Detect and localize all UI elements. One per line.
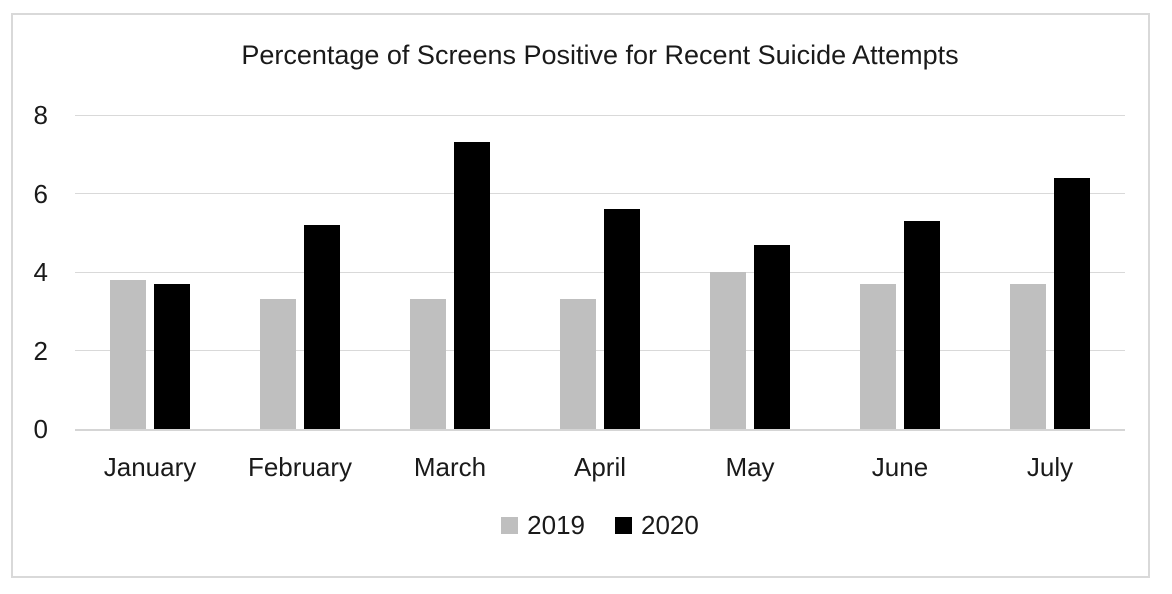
bar-2019-may xyxy=(710,272,746,429)
y-tick-label-8: 8 xyxy=(33,100,48,130)
x-tick-label-june: June xyxy=(871,452,929,482)
gridline-y-6 xyxy=(75,193,1125,194)
y-tick-label-4: 4 xyxy=(33,257,48,287)
legend-swatch-2020 xyxy=(615,516,632,534)
x-tick-label-january: January xyxy=(103,452,197,482)
bar-2020-march xyxy=(454,142,490,429)
bar-2019-march xyxy=(410,299,446,429)
chart-title: Percentage of Screens Positive for Recen… xyxy=(241,40,959,70)
bar-2020-july xyxy=(1054,177,1090,429)
x-tick-label-march: March xyxy=(413,452,487,482)
bar-2020-june xyxy=(904,220,940,429)
y-tick-label-0: 0 xyxy=(33,414,48,444)
legend-label-2020: 2020 xyxy=(641,510,699,540)
x-tick-label-february: February xyxy=(247,452,353,482)
bar-2019-july xyxy=(1010,283,1046,429)
bar-2019-january xyxy=(110,279,146,429)
bar-2020-february xyxy=(304,224,340,429)
gridline-y-8 xyxy=(75,114,1125,116)
bar-2019-june xyxy=(860,283,896,429)
bar-2020-january xyxy=(154,283,190,429)
legend-item-2020: 2020 xyxy=(615,512,699,538)
legend-item-2019: 2019 xyxy=(501,512,585,538)
bar-2020-april xyxy=(604,209,640,429)
y-tick-label-6: 6 xyxy=(33,178,48,209)
x-tick-label-july: July xyxy=(1026,452,1074,482)
gridline-y-4 xyxy=(75,271,1125,273)
bar-2019-february xyxy=(260,299,296,429)
legend-label-2019: 2019 xyxy=(527,510,585,540)
gridline-y-2 xyxy=(75,350,1125,351)
legend-swatch-2019 xyxy=(501,516,519,534)
bar-2019-april xyxy=(560,299,596,429)
chart-frame-border xyxy=(11,13,1150,578)
y-tick-label-2: 2 xyxy=(33,335,48,366)
x-tick-label-may: May xyxy=(725,452,775,482)
bar-2020-may xyxy=(754,244,790,429)
x-axis-line xyxy=(75,429,1125,431)
legend: 2019 2020 xyxy=(75,512,1125,538)
x-tick-label-april: April xyxy=(573,452,626,482)
